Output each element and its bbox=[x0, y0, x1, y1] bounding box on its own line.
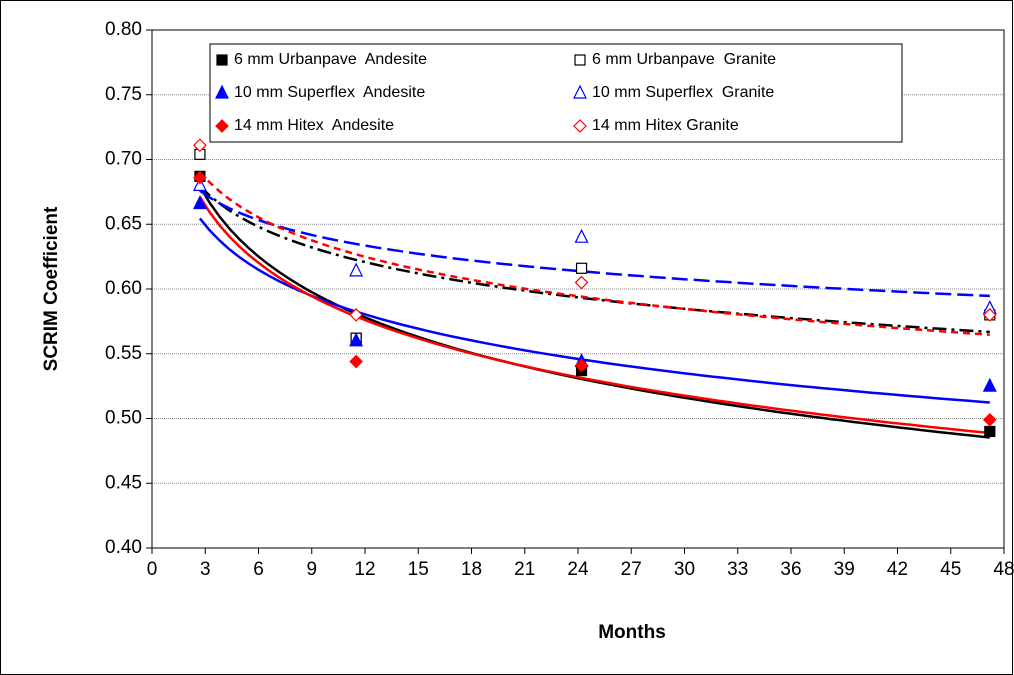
x-tick-label: 48 bbox=[993, 559, 1014, 580]
x-tick-label: 3 bbox=[200, 559, 211, 580]
legend-item: 6 mm Urbanpave Andesite bbox=[216, 51, 427, 68]
marker bbox=[574, 228, 589, 243]
plot-frame bbox=[151, 29, 1005, 549]
x-tick-label: 39 bbox=[834, 559, 855, 580]
x-tick-label: 6 bbox=[253, 559, 264, 580]
x-tick-label: 21 bbox=[514, 559, 535, 580]
legend-item: 10 mm Superflex Andesite bbox=[215, 84, 425, 101]
y-tick-label: 0.65 bbox=[105, 213, 142, 234]
marker bbox=[193, 138, 207, 153]
legend-label: 10 mm Superflex Granite bbox=[592, 84, 774, 101]
x-tick-label: 45 bbox=[940, 559, 961, 580]
marker bbox=[574, 275, 589, 290]
x-tick-label: 18 bbox=[461, 559, 482, 580]
marker bbox=[216, 54, 228, 66]
y-axis-title: SCRIM Coefficient bbox=[41, 206, 62, 371]
marker bbox=[573, 119, 587, 133]
legend-item: 10 mm Superflex Granite bbox=[573, 84, 774, 101]
marker bbox=[215, 84, 229, 99]
y-tick-label: 0.55 bbox=[105, 343, 142, 364]
marker bbox=[982, 412, 997, 427]
legend-box bbox=[209, 43, 903, 143]
y-tick-label: 0.70 bbox=[105, 149, 142, 170]
marker bbox=[215, 119, 229, 133]
y-tick-label: 0.40 bbox=[105, 537, 142, 558]
x-tick-label: 42 bbox=[887, 559, 908, 580]
x-tick-label: 24 bbox=[567, 559, 589, 580]
trend-line bbox=[198, 196, 990, 435]
legend-item: 14 mm Hitex Granite bbox=[573, 117, 739, 134]
legend-label: 6 mm Urbanpave Andesite bbox=[234, 51, 427, 68]
trend-line bbox=[198, 170, 990, 336]
y-tick-label: 0.80 bbox=[105, 19, 142, 40]
x-tick-label: 0 bbox=[147, 559, 158, 580]
x-tick-label: 36 bbox=[780, 559, 801, 580]
marker bbox=[192, 195, 207, 210]
marker bbox=[575, 262, 588, 274]
legend-label: 10 mm Superflex Andesite bbox=[234, 84, 425, 101]
marker bbox=[984, 425, 996, 438]
marker bbox=[574, 358, 589, 373]
y-tick-label: 0.45 bbox=[105, 472, 142, 493]
x-tick-label: 33 bbox=[727, 559, 748, 580]
x-axis-title: Months bbox=[598, 622, 666, 643]
legend-label: 14 mm Hitex Andesite bbox=[234, 117, 394, 134]
y-tick-label: 0.50 bbox=[105, 408, 142, 429]
marker bbox=[574, 54, 586, 66]
marker bbox=[573, 84, 587, 99]
x-tick-label: 15 bbox=[408, 559, 429, 580]
legend-label: 6 mm Urbanpave Granite bbox=[592, 51, 776, 68]
x-tick-label: 27 bbox=[621, 559, 642, 580]
legend-item: 14 mm Hitex Andesite bbox=[215, 117, 394, 134]
trend-line bbox=[198, 217, 990, 404]
marker bbox=[349, 332, 364, 347]
legend-label: 14 mm Hitex Granite bbox=[592, 117, 739, 134]
marker bbox=[982, 377, 997, 392]
y-tick-label: 0.60 bbox=[105, 278, 142, 299]
x-tick-label: 30 bbox=[674, 559, 695, 580]
marker bbox=[193, 170, 207, 185]
y-tick-label: 0.75 bbox=[105, 84, 142, 105]
x-tick-label: 9 bbox=[306, 559, 317, 580]
x-tick-label: 12 bbox=[354, 559, 375, 580]
marker bbox=[349, 354, 363, 369]
marker bbox=[349, 308, 363, 322]
legend-item: 6 mm Urbanpave Granite bbox=[574, 51, 776, 68]
marker bbox=[349, 262, 364, 277]
marker bbox=[982, 308, 997, 322]
trend-line bbox=[199, 189, 990, 298]
